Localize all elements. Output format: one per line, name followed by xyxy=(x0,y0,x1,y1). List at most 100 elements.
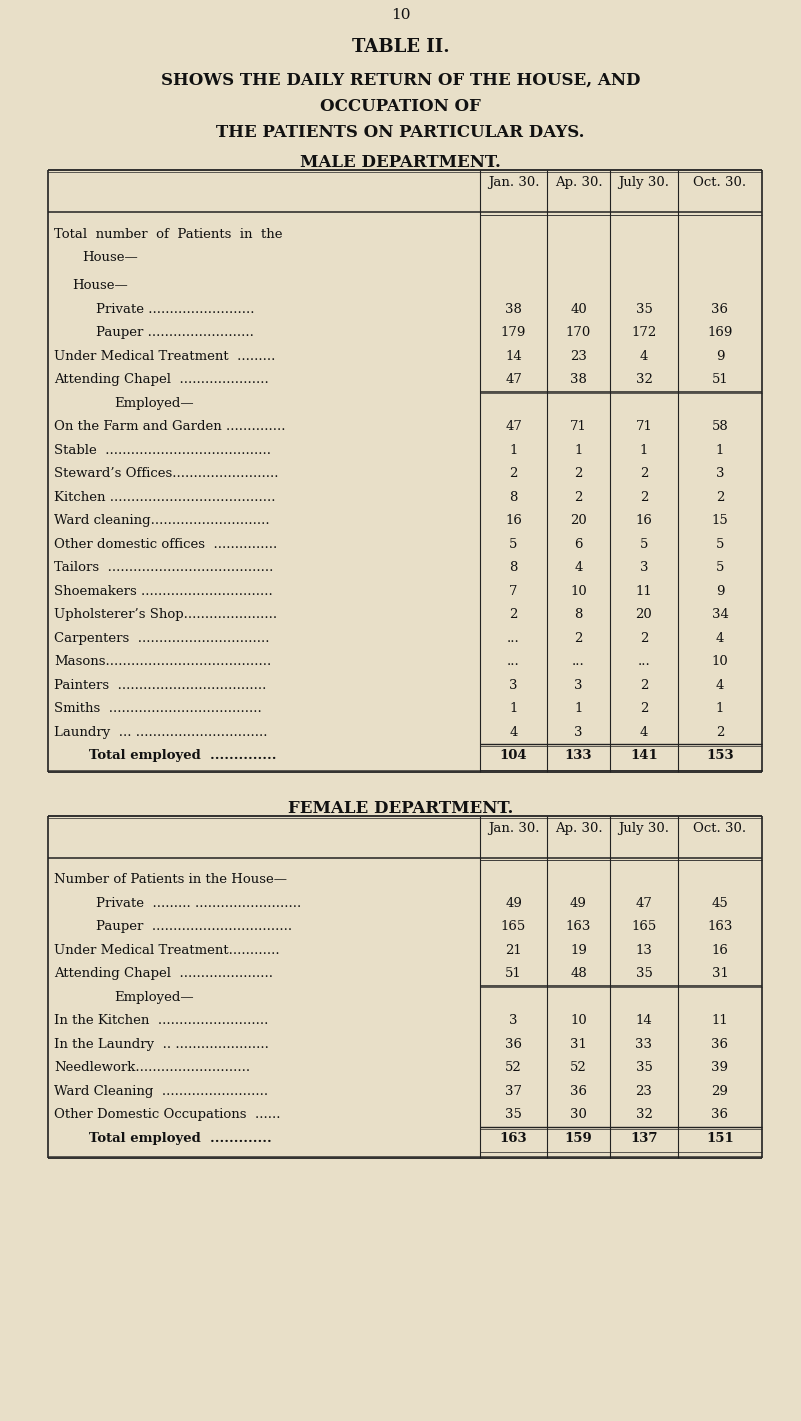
Text: 170: 170 xyxy=(566,327,591,340)
Text: In the Kitchen  ..........................: In the Kitchen .........................… xyxy=(54,1015,268,1027)
Text: 51: 51 xyxy=(505,968,522,980)
Text: 3: 3 xyxy=(716,468,724,480)
Text: 37: 37 xyxy=(505,1084,522,1097)
Text: July 30.: July 30. xyxy=(618,176,670,189)
Text: 2: 2 xyxy=(509,468,517,480)
Text: 33: 33 xyxy=(635,1037,653,1050)
Text: Attending Chapel  ......................: Attending Chapel ...................... xyxy=(54,968,273,980)
Text: 1: 1 xyxy=(716,702,724,715)
Text: Shoemakers ...............................: Shoemakers .............................… xyxy=(54,584,273,598)
Text: 2: 2 xyxy=(640,679,648,692)
Text: House—: House— xyxy=(72,279,127,293)
Text: 8: 8 xyxy=(574,608,582,621)
Text: Under Medical Treatment  .........: Under Medical Treatment ......... xyxy=(54,350,276,362)
Text: Steward’s Offices.........................: Steward’s Offices.......................… xyxy=(54,468,279,480)
Text: Painters  ...................................: Painters ...............................… xyxy=(54,679,267,692)
Text: 3: 3 xyxy=(509,679,517,692)
Text: 5: 5 xyxy=(716,561,724,574)
Text: 38: 38 xyxy=(570,374,587,387)
Text: 141: 141 xyxy=(630,749,658,762)
Text: 1: 1 xyxy=(716,443,724,456)
Text: 1: 1 xyxy=(509,443,517,456)
Text: 163: 163 xyxy=(500,1131,527,1145)
Text: 1: 1 xyxy=(574,443,582,456)
Text: 47: 47 xyxy=(505,421,522,433)
Text: Attending Chapel  .....................: Attending Chapel ..................... xyxy=(54,374,269,387)
Text: 36: 36 xyxy=(570,1084,587,1097)
Text: 2: 2 xyxy=(574,490,582,503)
Text: Total employed  ..............: Total employed .............. xyxy=(89,749,276,762)
Text: 5: 5 xyxy=(716,537,724,551)
Text: Jan. 30.: Jan. 30. xyxy=(488,821,539,834)
Text: Ward cleaning............................: Ward cleaning...........................… xyxy=(54,514,270,527)
Text: 39: 39 xyxy=(711,1061,728,1074)
Text: 2: 2 xyxy=(716,490,724,503)
Text: ...: ... xyxy=(638,655,650,668)
Text: Other Domestic Occupations  ......: Other Domestic Occupations ...... xyxy=(54,1108,280,1121)
Text: 32: 32 xyxy=(635,1108,653,1121)
Text: 2: 2 xyxy=(574,632,582,645)
Text: 137: 137 xyxy=(630,1131,658,1145)
Text: 2: 2 xyxy=(574,468,582,480)
Text: 4: 4 xyxy=(509,726,517,739)
Text: 32: 32 xyxy=(635,374,653,387)
Text: 133: 133 xyxy=(565,749,592,762)
Text: On the Farm and Garden ..............: On the Farm and Garden .............. xyxy=(54,421,285,433)
Text: 15: 15 xyxy=(711,514,728,527)
Text: 163: 163 xyxy=(707,921,733,934)
Text: 163: 163 xyxy=(566,921,591,934)
Text: Ap. 30.: Ap. 30. xyxy=(554,821,602,834)
Text: In the Laundry  .. ......................: In the Laundry .. ...................... xyxy=(54,1037,269,1050)
Text: 2: 2 xyxy=(640,632,648,645)
Text: July 30.: July 30. xyxy=(618,821,670,834)
Text: 35: 35 xyxy=(635,303,653,315)
Text: Tailors  .......................................: Tailors ................................… xyxy=(54,561,273,574)
Text: 2: 2 xyxy=(716,726,724,739)
Text: 3: 3 xyxy=(640,561,648,574)
Text: 20: 20 xyxy=(636,608,652,621)
Text: 2: 2 xyxy=(509,608,517,621)
Text: 52: 52 xyxy=(570,1061,587,1074)
Text: Other domestic offices  ...............: Other domestic offices ............... xyxy=(54,537,277,551)
Text: Total employed  .............: Total employed ............. xyxy=(89,1131,272,1145)
Text: 47: 47 xyxy=(505,374,522,387)
Text: 14: 14 xyxy=(505,350,522,362)
Text: 10: 10 xyxy=(570,1015,587,1027)
Text: 35: 35 xyxy=(505,1108,522,1121)
Text: Carpenters  ...............................: Carpenters .............................… xyxy=(54,632,269,645)
Text: 165: 165 xyxy=(501,921,526,934)
Text: MALE DEPARTMENT.: MALE DEPARTMENT. xyxy=(300,153,501,171)
Text: 4: 4 xyxy=(640,350,648,362)
Text: FEMALE DEPARTMENT.: FEMALE DEPARTMENT. xyxy=(288,800,513,817)
Text: 8: 8 xyxy=(509,561,517,574)
Text: 30: 30 xyxy=(570,1108,587,1121)
Text: 169: 169 xyxy=(707,327,733,340)
Text: 9: 9 xyxy=(716,584,724,598)
Text: THE PATIENTS ON PARTICULAR DAYS.: THE PATIENTS ON PARTICULAR DAYS. xyxy=(216,124,585,141)
Text: Employed—: Employed— xyxy=(114,396,194,409)
Text: Laundry  ... ...............................: Laundry ... ............................… xyxy=(54,726,268,739)
Text: 34: 34 xyxy=(711,608,728,621)
Text: 11: 11 xyxy=(636,584,652,598)
Text: 36: 36 xyxy=(711,1037,728,1050)
Text: 1: 1 xyxy=(574,702,582,715)
Text: Stable  .......................................: Stable .................................… xyxy=(54,443,271,456)
Text: 38: 38 xyxy=(505,303,522,315)
Text: Under Medical Treatment............: Under Medical Treatment............ xyxy=(54,944,280,956)
Text: Ap. 30.: Ap. 30. xyxy=(554,176,602,189)
Text: 21: 21 xyxy=(505,944,522,956)
Text: Private .........................: Private ......................... xyxy=(96,303,255,315)
Text: 40: 40 xyxy=(570,303,587,315)
Text: Oct. 30.: Oct. 30. xyxy=(694,821,747,834)
Text: 20: 20 xyxy=(570,514,587,527)
Text: 48: 48 xyxy=(570,968,587,980)
Text: ...: ... xyxy=(507,632,520,645)
Text: Employed—: Employed— xyxy=(114,990,194,1003)
Text: 1: 1 xyxy=(509,702,517,715)
Text: 14: 14 xyxy=(636,1015,652,1027)
Text: 16: 16 xyxy=(505,514,522,527)
Text: 10: 10 xyxy=(570,584,587,598)
Text: 45: 45 xyxy=(711,897,728,909)
Text: 11: 11 xyxy=(711,1015,728,1027)
Text: 10: 10 xyxy=(391,9,410,21)
